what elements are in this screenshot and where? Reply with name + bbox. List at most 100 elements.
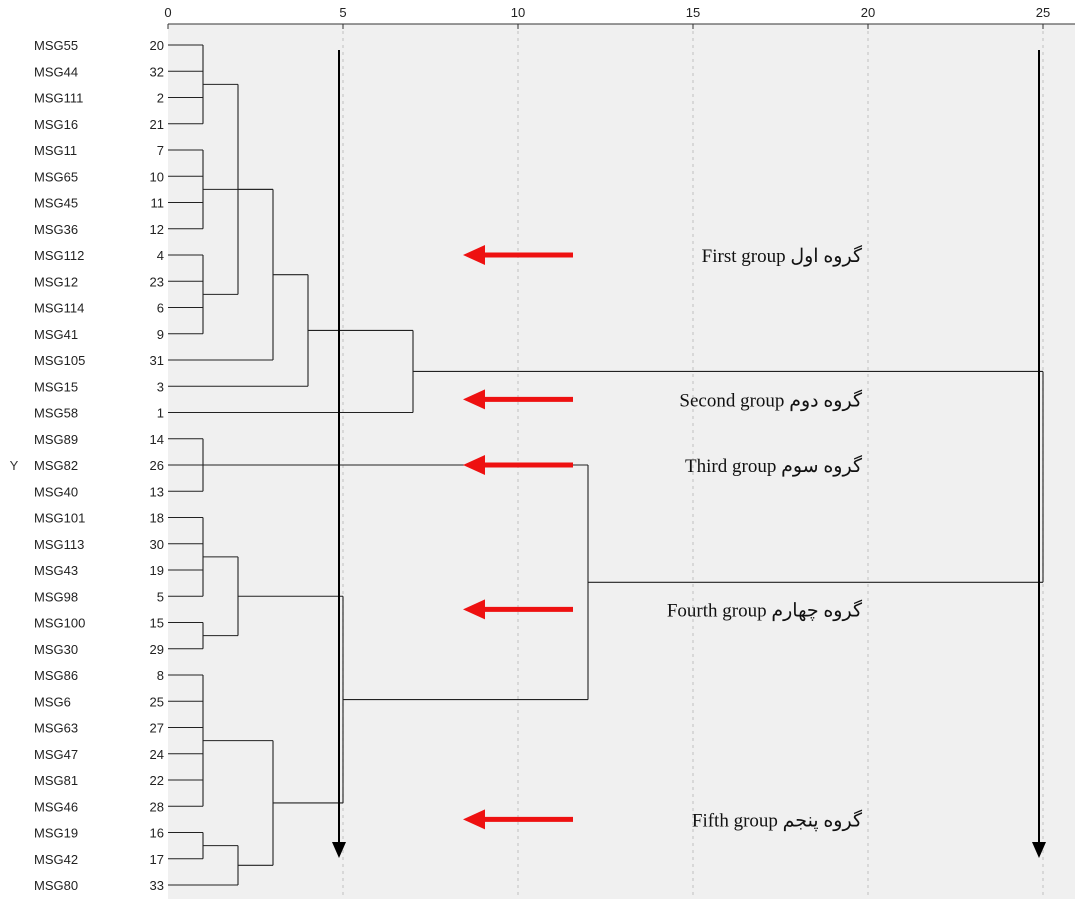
leaf-name-32: MSG80 (34, 878, 78, 893)
leaf-id-32: 33 (150, 878, 164, 893)
leaf-id-4: 7 (157, 143, 164, 158)
x-tick-label-0: 0 (164, 5, 171, 20)
leaf-name-22: MSG100 (34, 616, 85, 631)
group-label-en-1: Second group (679, 390, 789, 411)
leaf-name-31: MSG42 (34, 852, 78, 867)
leaf-id-20: 19 (150, 563, 164, 578)
leaf-id-7: 12 (150, 222, 164, 237)
x-axis: 0 5 10 15 20 25 (164, 5, 1075, 29)
group-label-fa-3: گروه چهارم (771, 598, 863, 621)
leaf-id-21: 5 (157, 589, 164, 604)
group-label-en-3: Fourth group (667, 600, 772, 621)
x-tick-label-20: 20 (861, 5, 875, 20)
group-label-en-0: First group (702, 246, 791, 267)
leaf-name-6: MSG45 (34, 196, 78, 211)
leaf-id-31: 17 (150, 852, 164, 867)
leaf-name-3: MSG16 (34, 117, 78, 132)
leaf-id-5: 10 (150, 169, 164, 184)
leaf-id-17: 13 (150, 484, 164, 499)
leaf-name-25: MSG6 (34, 694, 71, 709)
leaf-id-25: 25 (150, 694, 164, 709)
cut-lines (332, 50, 1046, 858)
leaf-name-18: MSG101 (34, 511, 85, 526)
leaf-id-26: 27 (150, 721, 164, 736)
group-label-en-4: Fifth group (692, 810, 783, 831)
leaf-name-4: MSG11 (34, 143, 77, 158)
leaf-name-15: MSG89 (34, 432, 78, 447)
leaf-name-0: MSG55 (34, 38, 78, 53)
leaf-id-28: 22 (150, 773, 164, 788)
leaf-id-13: 3 (157, 379, 164, 394)
leaf-id-27: 24 (150, 747, 164, 762)
cut-arrowhead-25 (1032, 842, 1046, 858)
leaf-id-2: 2 (157, 91, 164, 106)
leaf-name-5: MSG65 (34, 169, 78, 184)
x-tick-label-10: 10 (511, 5, 525, 20)
leaf-id-22: 15 (150, 616, 164, 631)
leaf-name-21: MSG98 (34, 589, 78, 604)
leaf-id-11: 9 (157, 327, 164, 342)
group-label-en-2: Third group (685, 456, 781, 477)
leaf-name-30: MSG19 (34, 826, 78, 841)
leaf-id-16: 26 (150, 458, 164, 473)
group-label-2: Third group گروه سوم (685, 454, 863, 477)
leaf-id-9: 23 (150, 274, 164, 289)
group-label-fa-1: گروه دوم (789, 388, 863, 411)
group-label-fa-4: گروه پنجم (783, 808, 863, 831)
dendrogram-links (168, 44, 1044, 886)
plot-background (168, 24, 1075, 899)
leaf-id-0: 20 (150, 38, 164, 53)
leaf-name-17: MSG40 (34, 484, 78, 499)
leaf-name-11: MSG41 (34, 327, 78, 342)
leaf-id-19: 30 (150, 537, 164, 552)
x-tick-label-5: 5 (339, 5, 346, 20)
leaf-id-30: 16 (150, 826, 164, 841)
leaf-name-1: MSG44 (34, 64, 78, 79)
leaf-name-26: MSG63 (34, 721, 78, 736)
group-label-1: Second group گروه دوم (679, 388, 863, 411)
leaf-name-9: MSG12 (34, 274, 78, 289)
leaf-id-1: 32 (150, 64, 164, 79)
group-label-0: First group گروه اول (702, 244, 863, 267)
red-arrow-head-4 (463, 809, 485, 830)
leaf-name-27: MSG47 (34, 747, 78, 762)
y-axis-label: Y (10, 458, 19, 473)
leaf-name-20: MSG43 (34, 563, 78, 578)
red-arrow-head-2 (463, 455, 485, 475)
red-arrow-head-1 (463, 389, 485, 410)
leaf-id-6: 11 (151, 196, 165, 211)
leaf-id-14: 1 (157, 406, 164, 421)
leaf-name-24: MSG86 (34, 668, 78, 683)
x-tick-label-25: 25 (1036, 5, 1050, 20)
leaf-name-13: MSG15 (34, 379, 78, 394)
group-label-4: Fifth group گروه پنجم (692, 808, 863, 831)
leaf-id-8: 4 (157, 248, 164, 263)
leaf-id-29: 28 (150, 799, 164, 814)
leaf-name-14: MSG58 (34, 406, 78, 421)
group-label-3: Fourth group گروه چهارم (667, 598, 863, 621)
leaf-name-16: MSG82 (34, 458, 78, 473)
leaf-id-10: 6 (157, 301, 164, 316)
leaf-name-2: MSG111 (34, 91, 83, 106)
leaf-id-23: 29 (150, 642, 164, 657)
leaf-name-7: MSG36 (34, 222, 78, 237)
x-tick-label-15: 15 (686, 5, 700, 20)
leaf-id-18: 18 (150, 511, 164, 526)
leaf-name-29: MSG46 (34, 799, 78, 814)
leaf-id-24: 8 (157, 668, 164, 683)
group-annotations: First group گروه اول Second group گروه دو… (463, 244, 863, 831)
leaf-id-12: 31 (150, 353, 164, 368)
leaf-id-3: 21 (150, 117, 164, 132)
red-arrow-head-3 (463, 599, 485, 620)
red-arrow-head-0 (463, 245, 485, 265)
leaf-name-19: MSG113 (34, 537, 84, 552)
leaf-name-28: MSG81 (34, 773, 78, 788)
leaf-id-15: 14 (150, 432, 164, 447)
leaf-name-8: MSG112 (34, 248, 84, 263)
group-label-fa-2: گروه سوم (781, 454, 863, 477)
cut-arrowhead-5 (332, 842, 346, 858)
group-label-fa-0: گروه اول (790, 244, 863, 267)
leaf-name-23: MSG30 (34, 642, 78, 657)
